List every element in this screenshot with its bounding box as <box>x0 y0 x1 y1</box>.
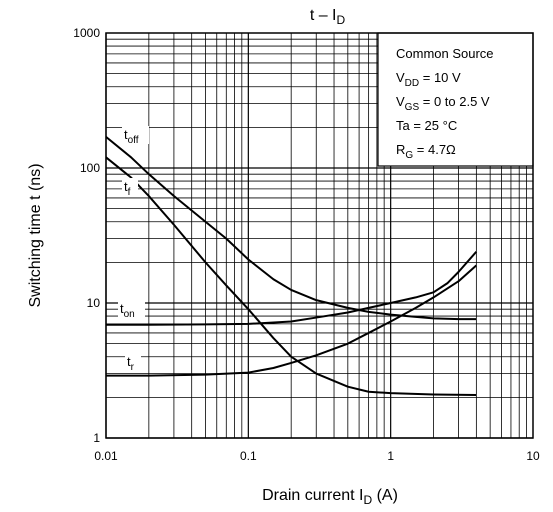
series-label-backing <box>122 178 138 196</box>
series-label-t-f: tf <box>124 179 131 198</box>
y-tick-label: 1 <box>93 431 100 445</box>
series-label-t-off: toff <box>124 127 139 146</box>
series-label-backing <box>122 126 149 144</box>
x-tick-label: 0.01 <box>94 449 118 463</box>
chart-title: t – ID <box>310 7 346 27</box>
condition-text: RG = 4.7Ω <box>396 142 456 161</box>
series-line-t-f <box>105 156 477 397</box>
x-tick-label: 0.1 <box>240 449 257 463</box>
condition-text: VDD = 10 V <box>396 70 461 89</box>
conditions-box <box>377 32 534 167</box>
series-label-backing <box>118 300 145 318</box>
x-axis-title: Drain current ID (A) <box>262 487 398 507</box>
series-label-t-on: ton <box>120 301 135 320</box>
labels: Common Source VDD = 10 V VGS = 0 to 2.5 V T… <box>27 7 540 507</box>
y-axis-title: Switching time t (ns) <box>27 163 44 307</box>
series-label-t-r: tr <box>127 354 135 373</box>
x-tick-label: 1 <box>387 449 394 463</box>
x-tick-label: 10 <box>526 449 540 463</box>
condition-text: Common Source <box>396 46 494 61</box>
condition-text: Ta = 25 °C <box>396 118 457 133</box>
y-tick-label: 1000 <box>73 26 100 40</box>
plot-frame <box>105 32 534 439</box>
series-line-t-on <box>106 251 478 326</box>
series-lines <box>105 136 478 397</box>
series-line-t-r <box>106 264 478 377</box>
y-tick-label: 100 <box>80 161 100 175</box>
condition-text: VGS = 0 to 2.5 V <box>396 94 490 113</box>
series-line-t-off <box>105 136 477 321</box>
series-label-backing <box>125 353 141 371</box>
plot-border <box>105 32 534 439</box>
y-tick-label: 10 <box>87 296 101 310</box>
